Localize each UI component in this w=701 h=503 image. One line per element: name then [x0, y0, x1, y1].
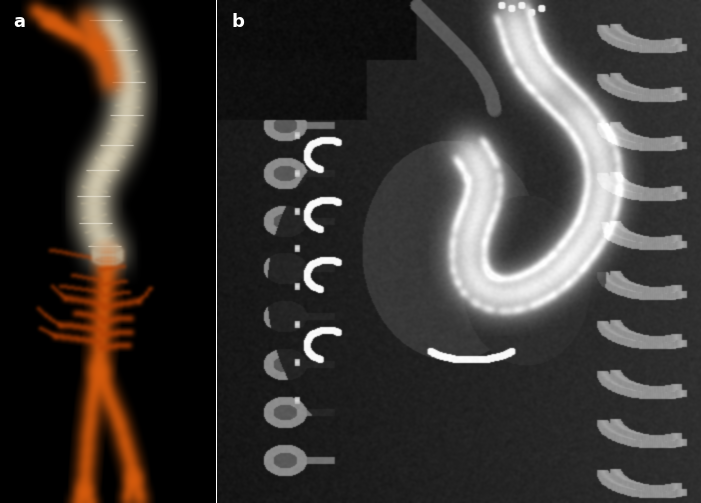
Text: b: b — [231, 13, 244, 31]
Text: a: a — [13, 13, 25, 31]
